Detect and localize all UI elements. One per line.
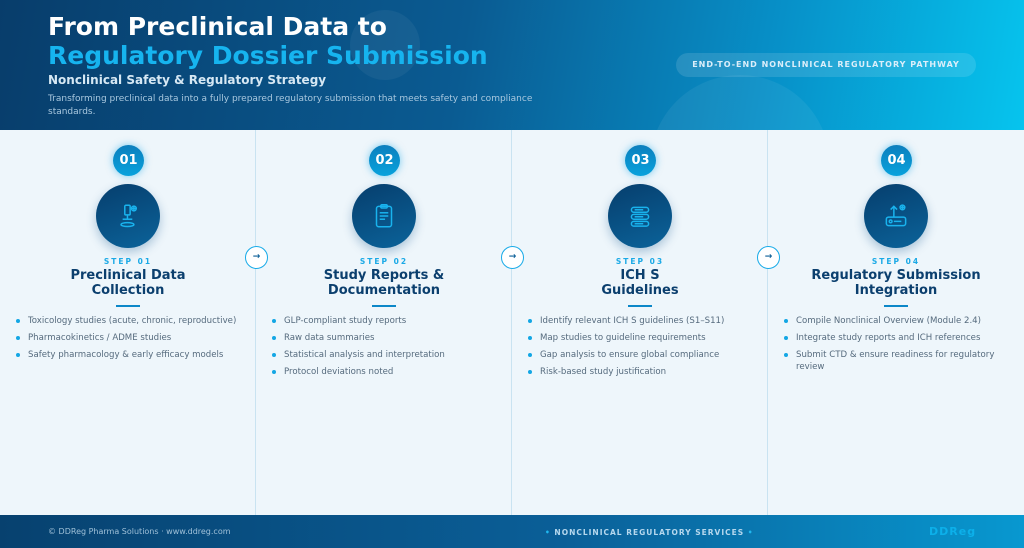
list-item: Integrate study reports and ICH referenc… [784,332,1014,344]
list-item: Protocol deviations noted [272,366,502,378]
step-number-badge: 04 [881,145,912,176]
step-bullet-list: Identify relevant ICH S guidelines (S1–S… [528,315,758,383]
server-stack-icon [630,206,650,227]
list-item: Map studies to guideline requirements [528,332,758,344]
step-number-badge: 02 [369,145,400,176]
list-item: Compile Nonclinical Overview (Module 2.4… [784,315,1014,327]
step-bullet-list: Toxicology studies (acute, chronic, repr… [16,315,246,366]
dot-icon: • [545,528,551,537]
footer-services: • NONCLINICAL REGULATORY SERVICES • [545,528,754,537]
footer-copyright: © DDReg Pharma Solutions · www.ddreg.com [48,527,231,536]
step-card-3: 03 STEP 03 ICH S Guidelines Identify rele… [512,130,768,515]
header-banner: From Preclinical Data to Regulatory Doss… [0,0,1024,130]
list-item: Raw data summaries [272,332,502,344]
list-item: Pharmacokinetics / ADME studies [16,332,246,344]
title-underline [372,305,396,307]
step-title-line2: Documentation [327,283,441,298]
step-label: STEP 03 [615,257,665,266]
step-card-4: 04 STEP 04 Regulatory Submission Integrat… [768,130,1024,515]
step-number-badge: 01 [113,145,144,176]
clipboard-icon [375,204,393,228]
step-title-line1: Regulatory Submission [811,268,981,283]
step-card-1: 01 STEP 01 Preclinical Data Collection To… [0,130,256,515]
step-title-line2: Guidelines [601,283,679,298]
step-title: Preclinical Data Collection [0,268,256,298]
page-title-line1: From Preclinical Data to [48,12,387,41]
step-label: STEP 01 [103,257,153,266]
step-icon-circle [864,184,928,248]
arrow-icon: → [501,246,524,269]
step-bullet-list: Compile Nonclinical Overview (Module 2.4… [784,315,1014,378]
step-title: ICH S Guidelines [512,268,768,298]
step-icon-circle [608,184,672,248]
footer-services-label: NONCLINICAL REGULATORY SERVICES [554,528,745,537]
arrow-icon: → [245,246,268,269]
step-label: STEP 02 [359,257,409,266]
microscope-icon [120,204,137,228]
step-title: Regulatory Submission Integration [768,268,1024,298]
page-title-line2: Regulatory Dossier Submission [48,41,488,70]
step-title-line2: Integration [854,283,938,298]
list-item: GLP-compliant study reports [272,315,502,327]
step-bullet-list: GLP-compliant study reports Raw data summ… [272,315,502,383]
step-title-line1: Study Reports & [323,268,445,283]
step-title-line1: Preclinical Data [70,268,186,283]
dot-icon: • [747,528,754,537]
title-underline [884,305,908,307]
step-title: Study Reports & Documentation [256,268,512,298]
list-item: Submit CTD & ensure readiness for regula… [784,349,1014,373]
step-title-line2: Collection [91,283,165,298]
decorative-circle [650,75,830,130]
step-icon-circle [352,184,416,248]
step-icon-circle [96,184,160,248]
pathway-badge: END-TO-END NONCLINICAL REGULATORY PATHWA… [676,53,976,77]
step-number-badge: 03 [625,145,656,176]
list-item: Toxicology studies (acute, chronic, repr… [16,315,246,327]
footer: © DDReg Pharma Solutions · www.ddreg.com… [0,515,1024,548]
list-item: Risk-based study justification [528,366,758,378]
decorative-circle [350,10,420,80]
brand-logo: DDReg [929,525,977,538]
title-underline [628,305,652,307]
page-subtitle: Nonclinical Safety & Regulatory Strategy [48,73,327,87]
page-description: Transforming preclinical data into a ful… [48,94,533,117]
step-label: STEP 04 [871,257,921,266]
list-item: Statistical analysis and interpretation [272,349,502,361]
title-underline [116,305,140,307]
step-card-2: 02 STEP 02 Study Reports & Documentation … [256,130,512,515]
list-item: Gap analysis to ensure global compliance [528,349,758,361]
arrow-icon: → [757,246,780,269]
list-item: Safety pharmacology & early efficacy mod… [16,349,246,361]
upload-icon [885,204,907,227]
list-item: Identify relevant ICH S guidelines (S1–S… [528,315,758,327]
step-title-line1: ICH S [620,268,660,283]
